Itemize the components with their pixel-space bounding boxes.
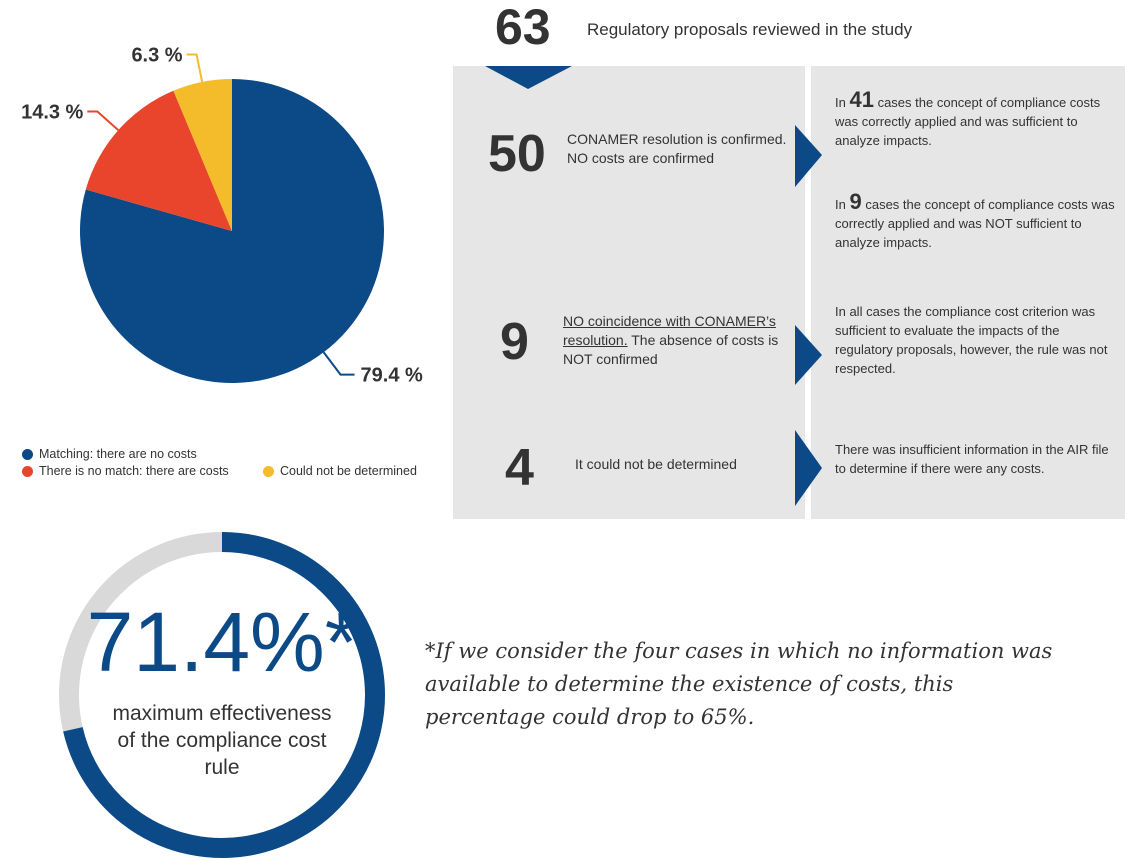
panel-left bbox=[453, 66, 805, 519]
detail-text: cases the concept of compliance costs wa… bbox=[835, 95, 1101, 148]
gauge-caption: maximum effectiveness of the compliance … bbox=[112, 702, 332, 779]
header-arrow bbox=[485, 66, 572, 89]
detail: In 41 cases the concept of compliance co… bbox=[835, 87, 1120, 150]
detail: There was insufficient information in th… bbox=[835, 442, 1109, 476]
detail-count: 41 bbox=[849, 87, 874, 112]
row-text: It could not be determined bbox=[575, 456, 737, 472]
detail-count: 9 bbox=[849, 189, 862, 214]
pie-chart: 79.4 % 14.3 % 6.3 % bbox=[21, 45, 423, 387]
slice-label: 79.4 % bbox=[361, 365, 423, 387]
header-text: Regulatory proposals reviewed in the stu… bbox=[587, 20, 913, 39]
detail-prefix: In bbox=[835, 197, 846, 212]
row-text: NO coincidence with CONAMER’s resolution… bbox=[563, 312, 788, 369]
detail-text: cases the concept of compliance costs wa… bbox=[835, 197, 1115, 250]
leader-line bbox=[87, 110, 119, 131]
leader-line bbox=[186, 53, 204, 83]
row-text: CONAMER resolution is confirmed. NO cost… bbox=[567, 131, 787, 166]
detail-prefix: In bbox=[835, 95, 846, 110]
row-arrow bbox=[795, 125, 822, 187]
legend-label: Could not be determined bbox=[280, 464, 417, 478]
gauge-arc bbox=[63, 532, 385, 858]
pie-slice bbox=[85, 90, 233, 231]
detail: In 9 cases the concept of compliance cos… bbox=[835, 189, 1120, 252]
slice-label: 6.3 % bbox=[131, 45, 182, 67]
legend-swatch bbox=[22, 448, 33, 460]
row-count: 9 bbox=[500, 313, 529, 371]
footnote: *If we consider the four cases in which … bbox=[425, 639, 1053, 729]
detail: In all cases the compliance cost criteri… bbox=[835, 304, 1108, 376]
slice-label: 14.3 % bbox=[21, 102, 83, 124]
row-arrow bbox=[795, 325, 822, 385]
gauge bbox=[59, 532, 385, 858]
legend-item: Matching: there are no costs bbox=[22, 447, 197, 461]
row-text: The absence of costs is NOT confirmed bbox=[563, 332, 779, 367]
row-text-underlined: NO coincidence with CONAMER’s resolution… bbox=[563, 313, 776, 348]
legend-label: Matching: there are no costs bbox=[39, 447, 197, 461]
legend-swatch bbox=[22, 465, 33, 477]
row-count: 50 bbox=[488, 125, 546, 183]
leader-line bbox=[322, 351, 355, 376]
panel-right bbox=[811, 66, 1125, 519]
gauge-value: 71.4%* bbox=[86, 595, 358, 689]
pie-slice bbox=[173, 79, 232, 231]
legend-label: There is no match: there are costs bbox=[39, 464, 229, 478]
legend-item: There is no match: there are costs bbox=[22, 464, 229, 478]
row-arrow bbox=[795, 430, 822, 506]
legend-item: Could not be determined bbox=[263, 464, 417, 478]
legend-swatch bbox=[263, 465, 274, 477]
header-count: 63 bbox=[495, 0, 551, 55]
row-count: 4 bbox=[505, 439, 534, 497]
